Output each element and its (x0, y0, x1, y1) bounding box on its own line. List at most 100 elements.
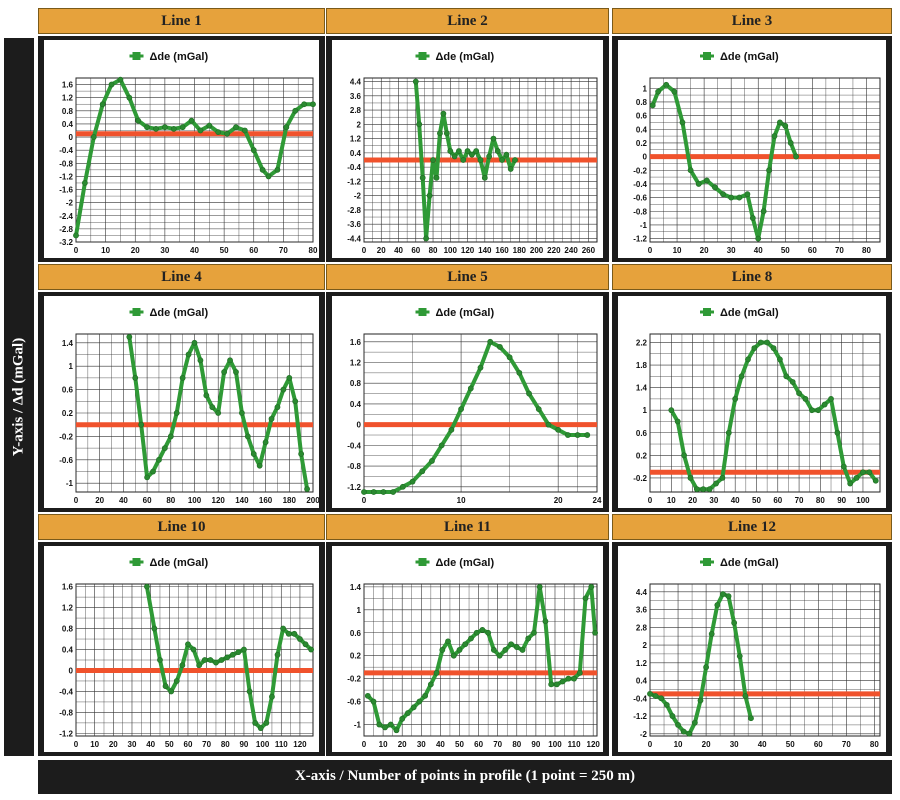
grid (363, 584, 597, 736)
x-tick-label: 60 (411, 246, 420, 255)
x-tick-label: 80 (862, 246, 871, 255)
data-point (497, 344, 503, 350)
y-axis-title: Y-axis / Δd (mGal) (10, 337, 27, 457)
x-tick-label: 40 (394, 246, 403, 255)
data-point (126, 94, 133, 101)
y-tick-label: 0.8 (62, 625, 74, 634)
data-point (468, 151, 475, 158)
data-point (445, 638, 451, 645)
y-tick-label: -1 (354, 721, 362, 730)
x-tick-label: 40 (731, 496, 740, 505)
data-point (233, 124, 239, 131)
x-tick-label: 30 (727, 246, 736, 255)
chart-line-1-legend: Δde (mGal) (129, 51, 208, 63)
legend-label: Δde (mGal) (150, 307, 209, 319)
data-point (286, 374, 293, 381)
data-point (687, 474, 694, 481)
legend-marker (132, 52, 141, 60)
chart-line-3-title: Line 3 (612, 8, 892, 34)
data-point (669, 713, 676, 719)
y-tick-label: -2 (66, 199, 74, 208)
y-tick-label: -0.8 (59, 708, 73, 717)
data-point (416, 121, 423, 128)
data-point (680, 728, 687, 735)
data-point (439, 647, 446, 653)
legend-label: Δde (mGal) (720, 557, 779, 569)
data-point (301, 101, 308, 108)
y-tick-label: -0.2 (633, 474, 647, 483)
data-point (679, 119, 686, 126)
x-tick-label: 50 (752, 496, 761, 505)
data-point (170, 125, 177, 132)
data-point (241, 646, 247, 653)
legend-label: Δde (mGal) (436, 307, 495, 319)
y-tick-label: -2 (640, 730, 648, 739)
data-point (760, 208, 767, 215)
y-tick-label: -0.2 (633, 166, 647, 175)
data-point (416, 698, 423, 705)
y-tick-label: -2.8 (59, 225, 73, 234)
data-point (789, 379, 796, 385)
chart-line-5-panel: Δde (mGal) -1.2 -0.8 -0.4 0 0.4 0.8 1.2 1.6 0 10 20… (326, 292, 609, 512)
data-point (787, 140, 794, 146)
y-tick-label: 0.4 (62, 646, 74, 655)
data-point (399, 715, 406, 722)
data-point (274, 651, 281, 658)
legend-label: Δde (mGal) (150, 557, 209, 569)
data-point (433, 174, 440, 181)
data-point (703, 664, 709, 671)
y-tick-label: -0.4 (633, 180, 647, 189)
y-tick-label: -0.4 (59, 687, 73, 696)
data-point (649, 102, 656, 109)
x-tick-label: 70 (842, 740, 851, 749)
data-point (81, 180, 88, 186)
data-point (410, 704, 417, 711)
y-tick-label: -0.4 (633, 694, 647, 703)
data-point (224, 654, 231, 661)
data-point (531, 629, 537, 636)
x-tick-label: 40 (119, 496, 128, 505)
data-point (138, 421, 145, 428)
data-point (265, 173, 272, 180)
data-point (283, 124, 290, 131)
data-point (468, 635, 474, 642)
x-tick-label: 80 (512, 740, 521, 749)
x-tick-label: 120 (461, 246, 475, 255)
data-point (274, 166, 281, 173)
data-point (663, 81, 670, 88)
x-tick-label: 180 (513, 246, 527, 255)
data-point (215, 410, 222, 416)
plot-area (363, 583, 598, 737)
data-point (126, 334, 133, 340)
y-tick-label: -0.6 (633, 194, 647, 203)
x-tick-label: 60 (474, 740, 483, 749)
plot-area (649, 583, 881, 737)
y-tick-label: 0.2 (636, 139, 648, 148)
legend-marker (418, 558, 427, 566)
data-point (719, 474, 726, 481)
y-tick-label: -0.6 (347, 698, 361, 707)
data-point (479, 626, 486, 633)
data-point (584, 432, 591, 438)
x-tick-label: 140 (478, 246, 492, 255)
data-point (173, 678, 180, 684)
y-tick-label: -3.6 (347, 220, 361, 229)
data-point (297, 636, 303, 642)
data-point (460, 157, 467, 163)
chart-line-1-title: Line 1 (38, 8, 325, 34)
data-point (213, 659, 219, 666)
data-point (447, 148, 454, 154)
data-point (559, 678, 566, 685)
grid (75, 334, 314, 492)
data-point (256, 462, 263, 469)
data-point (507, 166, 514, 172)
x-tick-label: 70 (835, 246, 844, 255)
data-point (427, 681, 434, 688)
y-tick-label: -0.8 (633, 207, 647, 216)
chart-line-10-title: Line 10 (38, 514, 325, 540)
data-point (173, 410, 180, 416)
y-tick-label: 1.2 (636, 659, 648, 668)
data-point (542, 618, 549, 625)
data-point (693, 486, 700, 493)
data-point (162, 683, 169, 690)
